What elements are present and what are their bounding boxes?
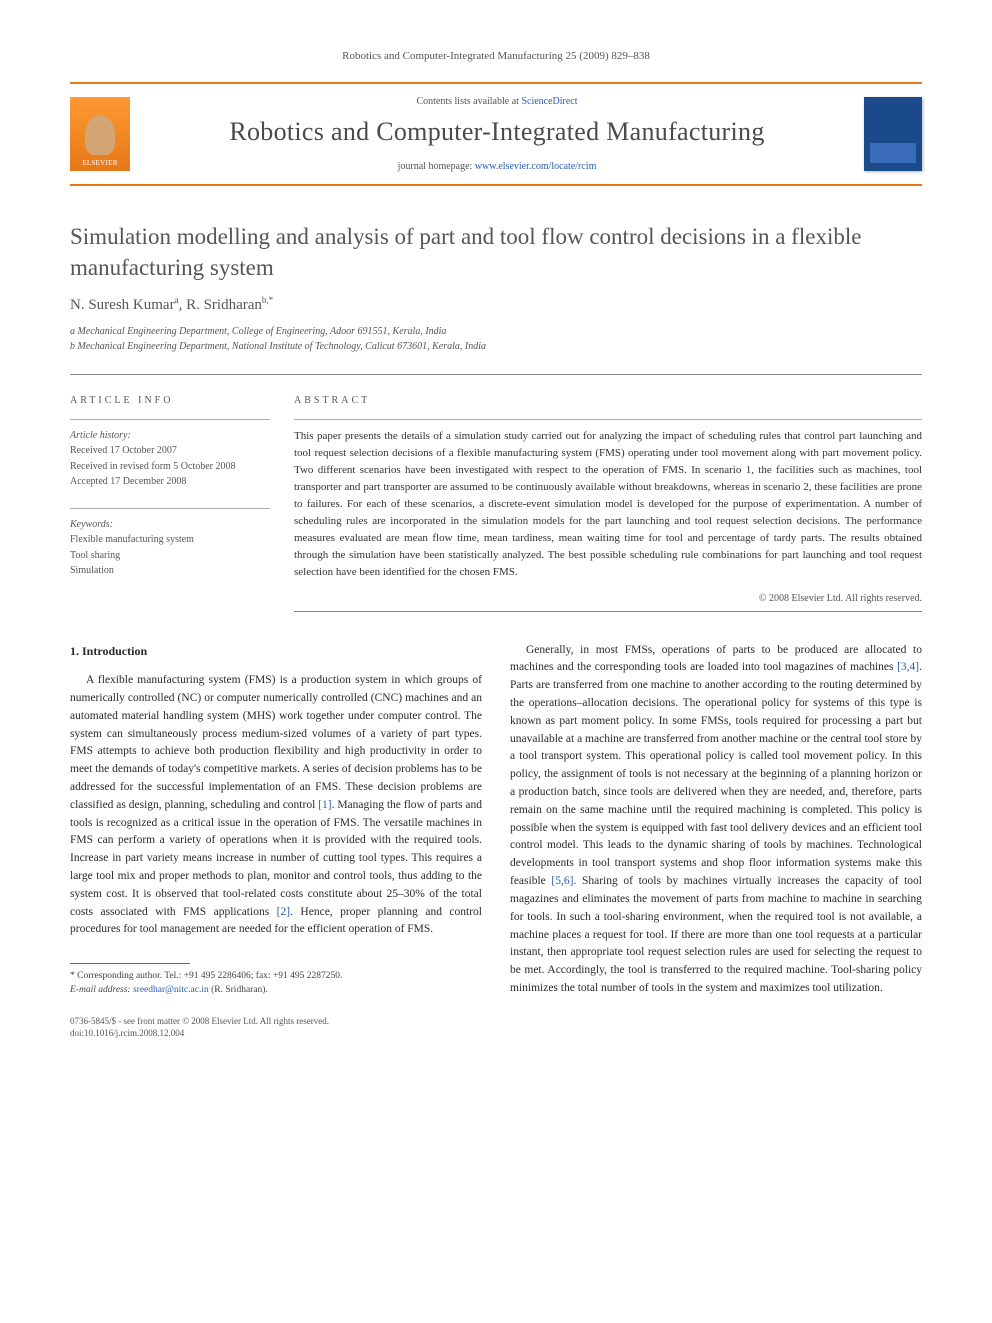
intro-paragraph-2: Generally, in most FMSs, operations of p…	[510, 642, 922, 998]
footnote-rule	[70, 963, 190, 964]
p2-text-b: . Parts are transferred from one machine…	[510, 661, 922, 887]
body-columns: 1. Introduction A flexible manufacturing…	[70, 642, 922, 1041]
keyword-1: Flexible manufacturing system	[70, 532, 270, 548]
homepage-line: journal homepage: www.elsevier.com/locat…	[146, 161, 848, 172]
publisher-logo-text: ELSEVIER	[82, 159, 117, 167]
contents-prefix: Contents lists available at	[416, 96, 521, 107]
info-abstract-row: ARTICLE INFO Article history: Received 1…	[70, 374, 922, 611]
homepage-prefix: journal homepage:	[398, 161, 475, 172]
article-title: Simulation modelling and analysis of par…	[70, 221, 922, 283]
affiliation-a: a Mechanical Engineering Department, Col…	[70, 324, 922, 339]
abstract-text: This paper presents the details of a sim…	[294, 419, 922, 581]
keywords-block: Keywords: Flexible manufacturing system …	[70, 508, 270, 579]
history-label: Article history:	[70, 428, 270, 444]
article-info-heading: ARTICLE INFO	[70, 393, 270, 409]
journal-header-box: ELSEVIER Contents lists available at Sci…	[70, 82, 922, 186]
keyword-2: Tool sharing	[70, 548, 270, 564]
authors-line: N. Suresh Kumara, R. Sridharanb,*	[70, 295, 922, 314]
reference-1-link[interactable]: [1]	[318, 799, 331, 811]
abstract-copyright: © 2008 Elsevier Ltd. All rights reserved…	[294, 591, 922, 607]
author-1: N. Suresh Kumar	[70, 297, 175, 313]
accepted-date: Accepted 17 December 2008	[70, 474, 270, 490]
sciencedirect-link[interactable]: ScienceDirect	[521, 96, 577, 107]
section-1-heading: 1. Introduction	[70, 642, 482, 661]
keywords-label: Keywords:	[70, 517, 270, 533]
homepage-link[interactable]: www.elsevier.com/locate/rcim	[475, 161, 597, 172]
reference-34-link[interactable]: [3,4]	[897, 661, 919, 673]
email-line: E-mail address: sreedhar@nitc.ac.in (R. …	[70, 984, 482, 997]
reference-2-link[interactable]: [2]	[277, 906, 290, 918]
article-info-column: ARTICLE INFO Article history: Received 1…	[70, 393, 294, 611]
journal-title: Robotics and Computer-Integrated Manufac…	[146, 117, 848, 147]
journal-reference: Robotics and Computer-Integrated Manufac…	[70, 50, 922, 62]
author-2-sup: b,*	[262, 295, 273, 305]
p1-text-b: . Managing the flow of parts and tools i…	[70, 799, 482, 918]
elsevier-tree-icon	[85, 115, 115, 155]
abstract-column: ABSTRACT This paper presents the details…	[294, 393, 922, 611]
footnote-block: * Corresponding author. Tel.: +91 495 22…	[70, 970, 482, 997]
body-column-right: Generally, in most FMSs, operations of p…	[510, 642, 922, 1041]
abstract-heading: ABSTRACT	[294, 393, 922, 409]
page-container: Robotics and Computer-Integrated Manufac…	[0, 0, 992, 1090]
footer-line1: 0736-5845/$ - see front matter © 2008 El…	[70, 1015, 482, 1028]
p2-text-a: Generally, in most FMSs, operations of p…	[510, 644, 922, 674]
email-label: E-mail address:	[70, 985, 133, 995]
received-date: Received 17 October 2007	[70, 443, 270, 459]
email-link[interactable]: sreedhar@nitc.ac.in	[133, 985, 209, 995]
corresponding-author: * Corresponding author. Tel.: +91 495 22…	[70, 970, 482, 983]
body-column-left: 1. Introduction A flexible manufacturing…	[70, 642, 482, 1041]
publisher-logo: ELSEVIER	[70, 97, 130, 171]
affiliations: a Mechanical Engineering Department, Col…	[70, 324, 922, 354]
p1-text-a: A flexible manufacturing system (FMS) is…	[70, 674, 482, 811]
keyword-3: Simulation	[70, 563, 270, 579]
footer-meta: 0736-5845/$ - see front matter © 2008 El…	[70, 1015, 482, 1040]
author-2: R. Sridharan	[186, 297, 262, 313]
footer-doi: doi:10.1016/j.rcim.2008.12.004	[70, 1027, 482, 1040]
history-block: Article history: Received 17 October 200…	[70, 419, 270, 490]
revised-date: Received in revised form 5 October 2008	[70, 459, 270, 475]
author-1-sup: a	[175, 295, 179, 305]
abstract-bottom-rule	[294, 611, 922, 612]
intro-paragraph-1: A flexible manufacturing system (FMS) is…	[70, 672, 482, 939]
affiliation-b: b Mechanical Engineering Department, Nat…	[70, 339, 922, 354]
contents-line: Contents lists available at ScienceDirec…	[146, 96, 848, 107]
email-suffix: (R. Sridharan).	[209, 985, 268, 995]
p2-text-c: . Sharing of tools by machines virtually…	[510, 875, 922, 994]
header-center: Contents lists available at ScienceDirec…	[146, 96, 848, 172]
journal-cover-thumbnail	[864, 97, 922, 171]
reference-56-link[interactable]: [5,6]	[551, 875, 573, 887]
